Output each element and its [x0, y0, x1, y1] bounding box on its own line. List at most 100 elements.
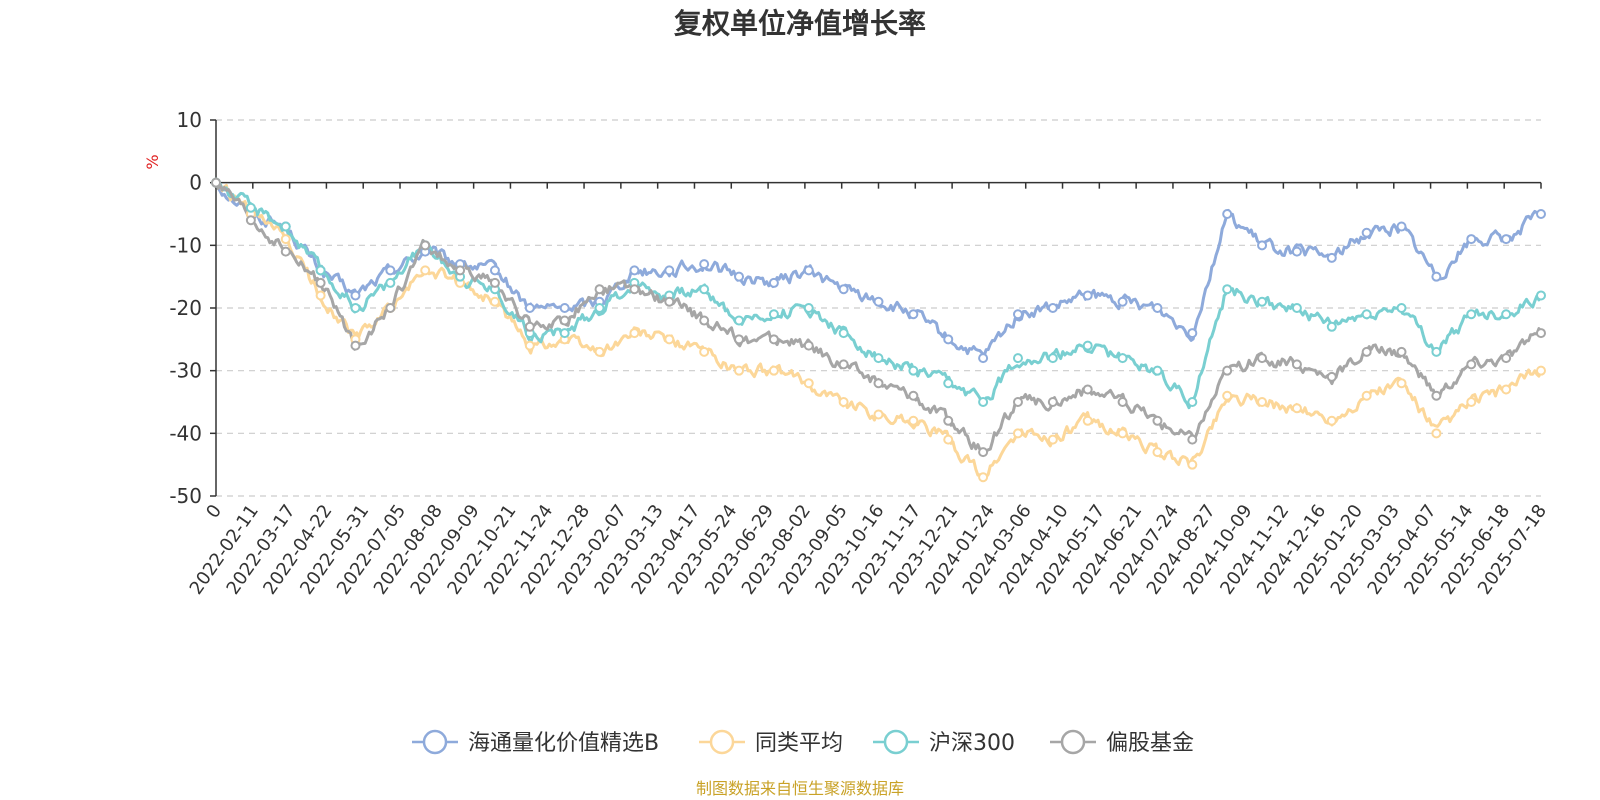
series-point	[943, 434, 954, 445]
series-point	[1082, 290, 1093, 301]
series-point	[1361, 227, 1372, 238]
legend-item[interactable]: 沪深300	[873, 729, 1015, 756]
series-point	[524, 340, 535, 351]
series-point	[699, 259, 710, 270]
series-point	[1466, 397, 1477, 407]
y-tick-label: -30	[169, 359, 202, 383]
y-tick-label: -20	[169, 296, 202, 320]
series-point	[280, 246, 291, 257]
series-point	[803, 265, 814, 276]
series-point	[1466, 309, 1477, 320]
series-point	[455, 265, 466, 276]
series-point	[1361, 309, 1372, 320]
series-point	[559, 328, 570, 339]
data-source-note: 制图数据来自恒生聚源数据库	[696, 779, 904, 798]
series-point	[664, 334, 675, 345]
series-point	[1117, 296, 1128, 307]
y-tick-label: 0	[189, 171, 202, 195]
series-point	[1361, 346, 1372, 357]
series-point	[594, 284, 605, 295]
series-point	[838, 359, 849, 370]
series-point	[245, 202, 256, 213]
series-point	[1082, 340, 1093, 351]
series-point	[943, 378, 954, 389]
y-tick-label: -10	[169, 233, 202, 257]
series-point	[1501, 353, 1512, 364]
series-point	[1431, 390, 1442, 401]
series-point	[768, 334, 779, 345]
series-point	[734, 334, 745, 345]
series-point	[664, 296, 675, 307]
series-point	[1536, 209, 1546, 219]
series-point	[1012, 397, 1023, 407]
series-point	[978, 353, 989, 364]
series-point	[838, 397, 849, 407]
series-point	[734, 315, 745, 326]
series-point	[1291, 403, 1302, 414]
series-markers	[211, 177, 1546, 483]
series-point	[908, 365, 919, 376]
series-point	[1222, 390, 1233, 401]
series-point	[699, 284, 710, 295]
series-point	[1536, 365, 1546, 376]
series-point	[629, 265, 640, 276]
series-point	[350, 340, 361, 351]
y-tick-label: -50	[169, 484, 202, 508]
series-point	[315, 265, 326, 276]
series-point	[1431, 346, 1442, 357]
legend-item[interactable]: 同类平均	[699, 729, 843, 756]
series-point	[1222, 284, 1233, 295]
series-point	[1431, 271, 1442, 282]
series-point	[1361, 390, 1372, 401]
series-point	[559, 315, 570, 326]
series-point	[1431, 428, 1442, 439]
series-point	[1082, 415, 1093, 426]
series-point	[1117, 397, 1128, 407]
series-point	[1326, 415, 1337, 426]
y-tick-label: -40	[169, 421, 202, 445]
series-point	[1187, 328, 1198, 339]
series-point	[908, 309, 919, 320]
series-point	[1257, 397, 1268, 407]
series-point	[1396, 346, 1407, 357]
series-point	[385, 265, 396, 276]
legend-item[interactable]: 偏股基金	[1050, 729, 1194, 756]
series-point	[838, 284, 849, 295]
series-line	[214, 182, 1542, 358]
series-point	[1396, 221, 1407, 232]
legend-item[interactable]: 海通量化价值精选B	[412, 729, 659, 756]
series-point	[1012, 353, 1023, 364]
series-point	[838, 328, 849, 339]
series-point	[978, 472, 989, 483]
chart-title: 复权单位净值增长率	[674, 7, 926, 40]
legend[interactable]: 海通量化价值精选B 同类平均 沪深300 偏股基金	[412, 729, 1194, 756]
series-point	[734, 365, 745, 376]
series-point	[803, 303, 814, 313]
legend-circle-icon	[709, 729, 735, 755]
series-point	[1222, 365, 1233, 376]
y-tick-label: 10	[177, 108, 202, 132]
x-tick-label: 0	[202, 501, 226, 522]
legend-label: 偏股基金	[1106, 731, 1194, 756]
series-point	[803, 340, 814, 351]
series-point	[1047, 434, 1058, 445]
series-point	[768, 277, 779, 288]
series-point	[1326, 321, 1337, 332]
series-point	[629, 284, 640, 295]
series-point	[1536, 328, 1546, 339]
series-point	[524, 321, 535, 332]
series-point	[1012, 428, 1023, 439]
series-point	[1326, 371, 1337, 382]
series-point	[385, 303, 396, 313]
series-point	[734, 271, 745, 282]
series-point	[873, 296, 884, 307]
series-point	[420, 265, 431, 276]
series-point	[350, 290, 361, 301]
legend-circle-icon	[422, 729, 448, 755]
series-point	[211, 177, 221, 188]
series-point	[908, 415, 919, 426]
series-point	[1501, 309, 1512, 320]
axes: 100-10-20-30-40-5002022-02-112022-03-172…	[169, 108, 1551, 599]
series-point	[943, 334, 954, 345]
